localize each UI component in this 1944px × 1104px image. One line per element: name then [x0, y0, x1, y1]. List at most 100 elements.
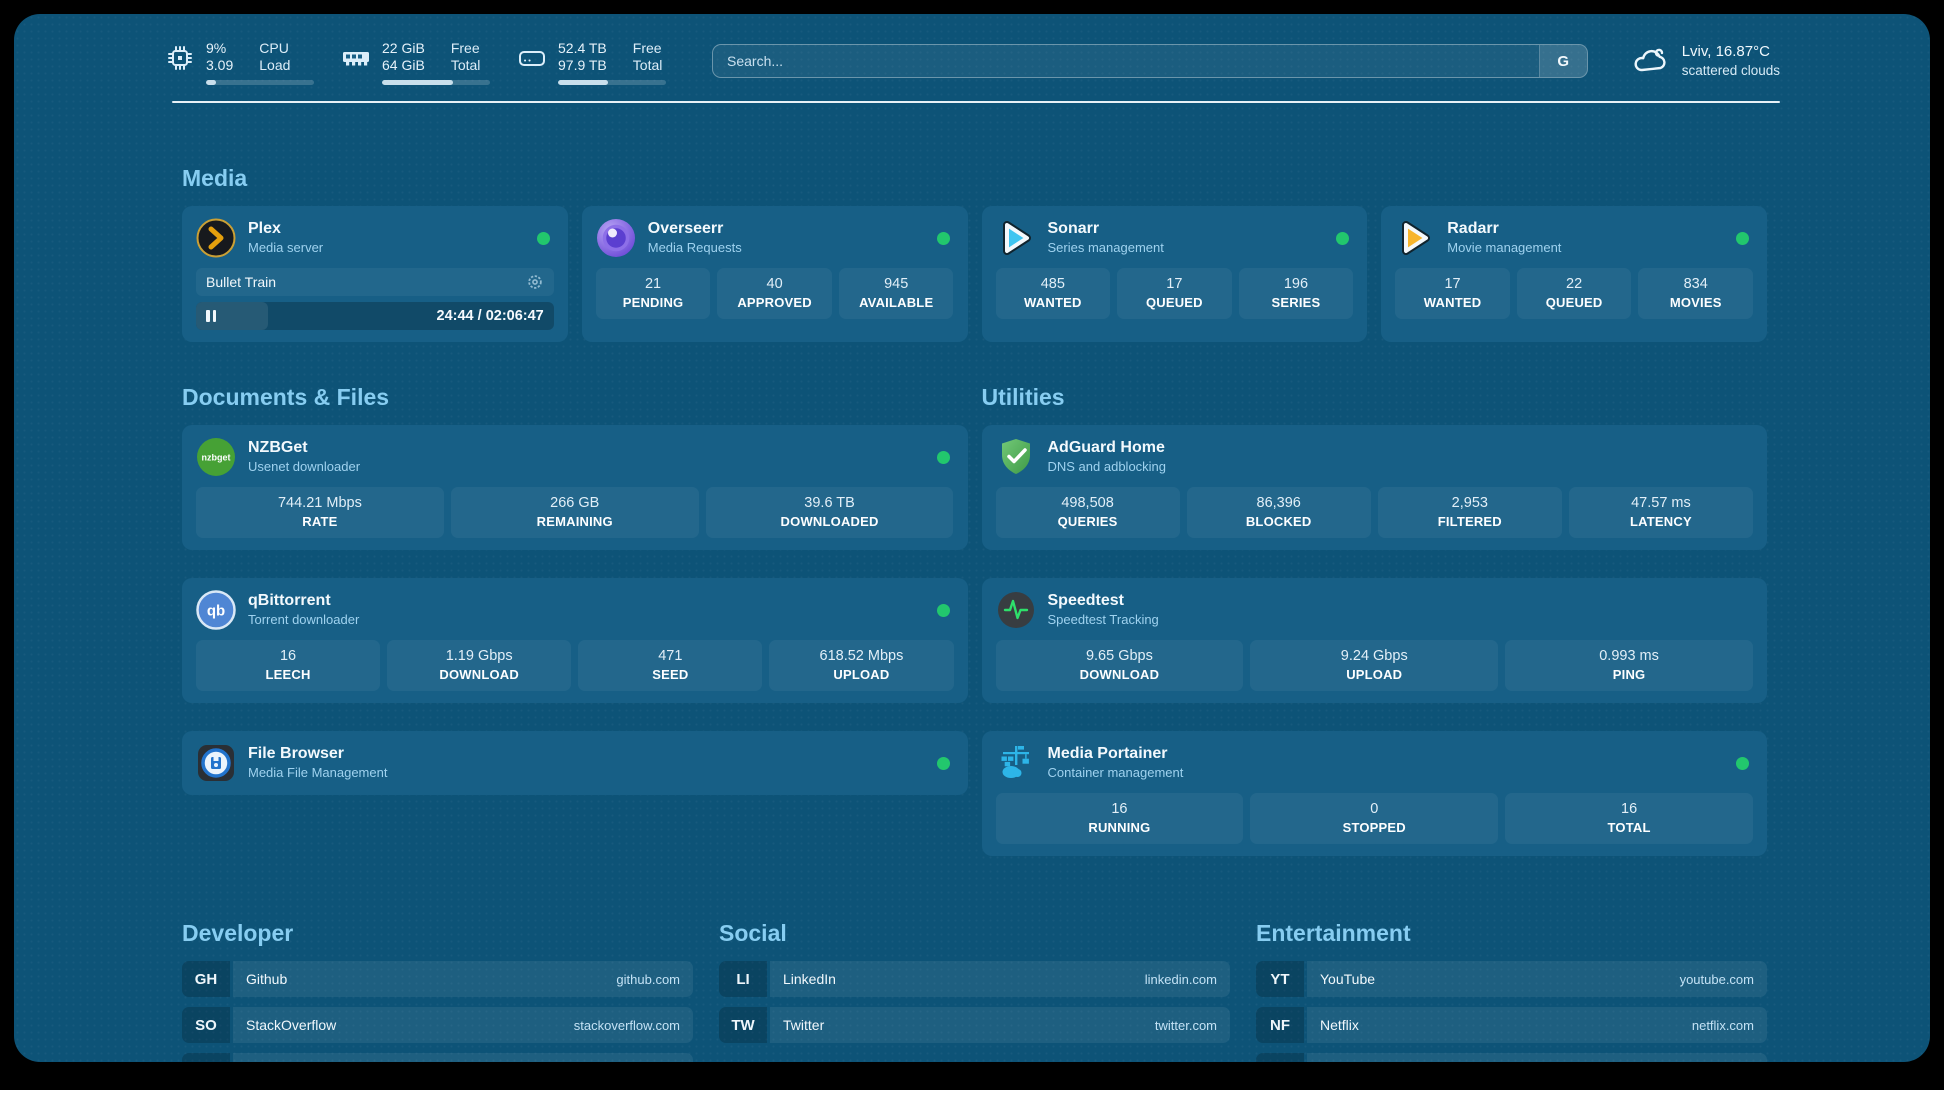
stat-queued: 17 QUEUED: [1117, 268, 1232, 319]
app-title: Radarr: [1447, 220, 1499, 237]
bookmark-section-title: Entertainment: [1256, 920, 1411, 946]
adguard-icon: [1001, 439, 1030, 474]
app-subtitle: Torrent downloader: [248, 612, 360, 627]
stat-filtered: 2,953 FILTERED: [1377, 487, 1562, 538]
weather-condition: scattered clouds: [1681, 63, 1780, 78]
stat-wanted: 485 WANTED: [995, 268, 1111, 319]
portainer-icon: [1001, 746, 1029, 778]
app-title: Plex: [248, 220, 281, 237]
playback-time: 24:44 / 02:06:47: [436, 308, 544, 324]
app-subtitle: Speedtest Tracking: [1047, 612, 1159, 627]
playback-progress-bar[interactable]: 24:44 / 02:06:47: [196, 302, 554, 330]
bookmark-domain: youtube.com: [1679, 971, 1754, 987]
app-title: qBittorrent: [248, 592, 331, 609]
overseerr-icon: [596, 219, 635, 257]
bookmark-twitter[interactable]: TW Twitter twitter.com: [719, 1007, 1230, 1043]
cpu-label: CPU: [259, 40, 289, 56]
svg-text:nzbget: nzbget: [202, 453, 231, 463]
app-subtitle: Media Requests: [647, 240, 742, 255]
bookmark-domain: linkedin.com: [1144, 971, 1217, 987]
app-card-filebrowser[interactable]: File Browser Media File Management: [182, 731, 968, 795]
bookmark-section-title: Developer: [182, 920, 294, 946]
stat-wanted: 17 WANTED: [1395, 268, 1510, 319]
bookmark-section-developer: Developer GH Github github.com SO StackO…: [182, 920, 693, 1062]
search-provider-button[interactable]: G: [1538, 45, 1587, 77]
bookmark-domain: github.com: [616, 971, 680, 987]
bookmark-github[interactable]: GH Github github.com: [182, 961, 693, 997]
bookmark-name: YouTube: [1320, 971, 1376, 987]
bookmark-name: Twitter: [783, 1017, 825, 1033]
status-online-dot: [936, 756, 950, 770]
bookmark-reddit[interactable]: RE Reddit reddit.com: [1256, 1053, 1767, 1062]
stat-upload: 9.24 Gbps UPLOAD: [1250, 640, 1499, 691]
app-card-radarr[interactable]: Radarr Movie management 17 WANTED 22 QUE…: [1381, 206, 1767, 342]
stat-queries: 498,508 QUERIES: [995, 487, 1180, 538]
disk-stat: 52.4 TB 97.9 TB Free Total: [516, 40, 666, 85]
bookmark-abbr: GH: [182, 961, 230, 997]
bookmark-dev[interactable]: DT DEV dev.to: [182, 1053, 693, 1062]
disk-total-label: Total: [632, 57, 663, 73]
header: 9% 3.09 CPU Load: [14, 14, 1930, 85]
section-utilities: Utilities: [981, 384, 1767, 856]
cpu-load-label: Load: [259, 57, 291, 73]
sonarr-icon: [1002, 221, 1031, 255]
stat-latency: 47.57 ms LATENCY: [1568, 487, 1753, 538]
app-subtitle: Media server: [248, 240, 324, 255]
bookmark-name: LinkedIn: [783, 971, 836, 987]
bookmark-linkedin[interactable]: LI LinkedIn linkedin.com: [719, 961, 1230, 997]
status-online-dot: [1736, 231, 1749, 245]
app-card-overseerr[interactable]: Overseerr Media Requests 21 PENDING 40 A…: [581, 206, 968, 342]
bookmark-abbr: SO: [182, 1007, 230, 1043]
disk-free-label: Free: [632, 40, 662, 56]
cloud-icon: [1634, 48, 1666, 72]
bookmark-name: Github: [246, 971, 288, 987]
bookmark-abbr: NF: [1256, 1007, 1304, 1043]
app-card-sonarr[interactable]: Sonarr Series management 485 WANTED 17 Q…: [981, 206, 1368, 342]
stat-running: 16 RUNNING: [995, 793, 1244, 844]
speedtest-icon: [997, 592, 1034, 628]
bookmark-abbr: TW: [719, 1007, 767, 1043]
app-card-nzbget[interactable]: nzbget NZBGet Usenet downloader 744.21 M…: [182, 425, 968, 550]
stat-ping: 0.993 ms PING: [1505, 640, 1753, 691]
app-card-plex[interactable]: Plex Media server Bullet Train: [182, 206, 568, 342]
settings-icon[interactable]: [526, 273, 544, 291]
app-card-qbittorrent[interactable]: qb qBittorrent Torrent downloader 16: [182, 578, 968, 703]
bookmark-abbr: RE: [1256, 1053, 1304, 1062]
search-bar: G: [712, 44, 1588, 78]
bookmark-stackoverflow[interactable]: SO StackOverflow stackoverflow.com: [182, 1007, 693, 1043]
bookmark-netflix[interactable]: NF Netflix netflix.com: [1256, 1007, 1767, 1043]
cpu-stat: 9% 3.09 CPU Load: [164, 40, 314, 85]
app-card-speedtest[interactable]: Speedtest Speedtest Tracking 9.65 Gbps D…: [981, 578, 1767, 703]
search-input[interactable]: [713, 45, 1539, 77]
app-title: NZBGet: [248, 439, 308, 456]
now-playing-title: Bullet Train: [206, 274, 277, 290]
ram-total-value: 64 GiB: [382, 57, 425, 73]
weather-location-temp: Lviv, 16.87°C: [1681, 43, 1770, 60]
status-online-dot: [936, 450, 950, 464]
bookmark-domain: twitter.com: [1154, 1017, 1217, 1033]
bookmark-youtube[interactable]: YT YouTube youtube.com: [1256, 961, 1767, 997]
pause-icon[interactable]: [206, 310, 216, 322]
ram-icon: [343, 52, 369, 66]
disk-icon: [519, 51, 545, 66]
app-subtitle: Container management: [1047, 765, 1184, 780]
cpu-progress-bar: [206, 80, 314, 85]
app-title: Overseerr: [647, 220, 724, 237]
qbittorrent-icon: qb: [196, 590, 236, 630]
app-card-portainer[interactable]: Media Portainer Container management 16 …: [981, 731, 1767, 856]
stat-download: 1.19 Gbps DOWNLOAD: [387, 640, 572, 691]
app-title: Sonarr: [1047, 220, 1100, 237]
stat-downloaded: 39.6 TB DOWNLOADED: [705, 487, 954, 538]
cpu-value: 9%: [206, 40, 227, 56]
bookmark-domain: netflix.com: [1691, 1017, 1754, 1033]
app-card-adguard[interactable]: AdGuard Home DNS and adblocking 498,508 …: [981, 425, 1767, 550]
bookmark-name: StackOverflow: [246, 1017, 337, 1033]
dashboard: 9% 3.09 CPU Load: [14, 14, 1930, 1062]
disk-free-value: 52.4 TB: [558, 40, 607, 56]
stat-upload: 618.52 Mbps UPLOAD: [769, 640, 954, 691]
app-subtitle: Series management: [1047, 240, 1164, 255]
ram-free-value: 22 GiB: [382, 40, 425, 56]
app-title: AdGuard Home: [1047, 439, 1165, 456]
svg-text:qb: qb: [207, 603, 225, 620]
